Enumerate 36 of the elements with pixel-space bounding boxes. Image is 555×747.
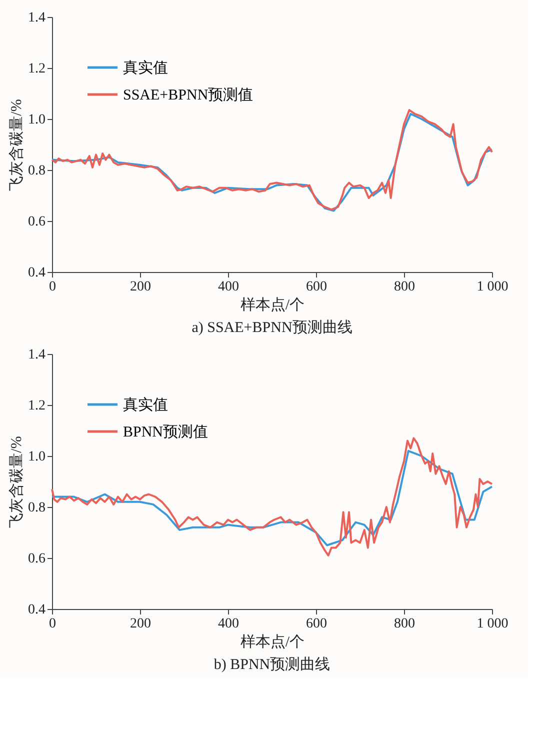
y-axis-title: 飞灰含碳量/% bbox=[8, 436, 25, 528]
legend-label: 真实值 bbox=[123, 60, 168, 76]
x-tick-label: 400 bbox=[218, 280, 239, 294]
y-tick-label: 1.0 bbox=[28, 112, 46, 128]
y-tick-label: 1.0 bbox=[28, 450, 46, 464]
legend-label: SSAE+BPNN预测值 bbox=[123, 86, 254, 104]
x-tick-label: 800 bbox=[394, 280, 415, 294]
y-tick-label: 1.4 bbox=[28, 10, 46, 26]
y-tick-label: 0.6 bbox=[28, 214, 46, 230]
y-axis-title: 飞灰含碳量/% bbox=[8, 99, 25, 191]
text: a) SSAE+BPNN预测曲线 bbox=[192, 319, 352, 336]
y-tick-label: 1.2 bbox=[28, 398, 46, 414]
y-tick-label: 0.4 bbox=[28, 602, 46, 618]
legend-label: BPNN预测值 bbox=[123, 424, 208, 440]
y-tick-label: 0.6 bbox=[28, 552, 46, 566]
y-tick-label: 1.2 bbox=[28, 62, 46, 76]
y-tick-label: 0.8 bbox=[28, 164, 46, 178]
y-tick-label: 0.8 bbox=[28, 500, 46, 516]
legend-label: 真实值 bbox=[123, 396, 168, 414]
line-series bbox=[51, 437, 493, 556]
x-tick-label: 600 bbox=[306, 616, 327, 632]
line-series bbox=[51, 450, 493, 546]
x-tick-label: 1 000 bbox=[476, 280, 508, 294]
x-tick-label: 1 000 bbox=[476, 616, 508, 632]
x-axis-title: 样本点/个 bbox=[240, 634, 305, 650]
y-tick-label: 0.4 bbox=[28, 266, 46, 280]
x-tick-label: 400 bbox=[218, 616, 239, 632]
y-tick-label: 1.4 bbox=[28, 348, 46, 362]
x-tick-label: 200 bbox=[130, 616, 151, 632]
text: b) BPNN预测曲线 bbox=[214, 656, 330, 673]
x-tick-label: 600 bbox=[306, 280, 327, 294]
x-tick-label: 0 bbox=[49, 280, 56, 294]
x-tick-label: 800 bbox=[394, 616, 415, 632]
x-axis-title: 样本点/个 bbox=[240, 296, 305, 314]
x-tick-label: 200 bbox=[130, 280, 151, 294]
x-tick-label: 0 bbox=[49, 616, 56, 632]
